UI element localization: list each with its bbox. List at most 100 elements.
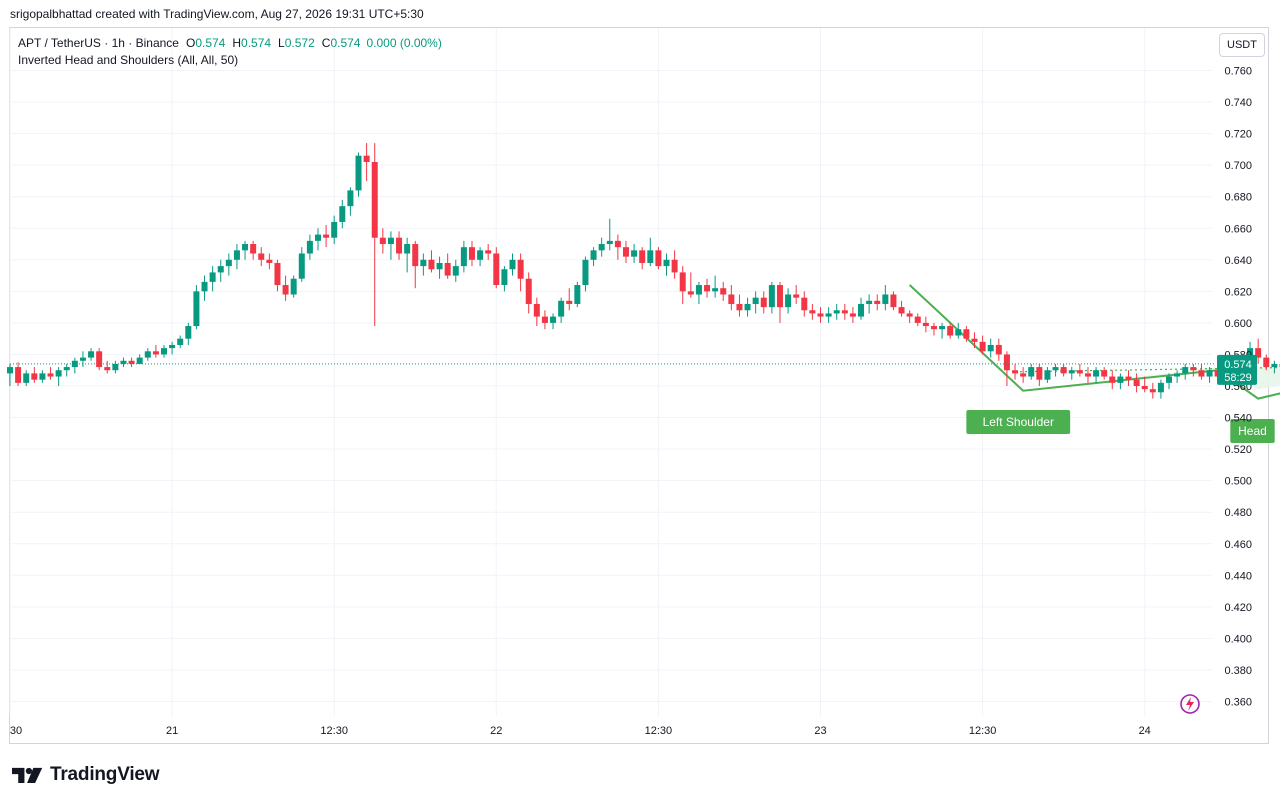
candle-body [266,259,273,263]
candle-down [525,272,532,314]
candle-body [477,250,484,260]
candle-body [1255,348,1262,358]
price-tick-label: 0.740 [1224,97,1252,109]
candle-down [849,307,856,323]
candle-up [39,370,46,383]
candle-up [1157,379,1164,399]
brand: TradingView [12,764,160,786]
currency-button[interactable]: USDT [1219,33,1265,57]
candle-body [1109,376,1116,383]
candle-body [752,297,759,304]
candle-up [193,285,200,330]
candle-body [136,357,143,364]
candle-body [1028,367,1035,377]
candle-body [1198,370,1205,377]
candle-down [15,362,22,386]
price-tick-label: 0.500 [1224,476,1252,488]
candle-down [728,285,735,311]
candle-body [501,269,508,286]
candle-body [290,278,297,295]
candle-up [404,237,411,273]
candle-body [371,161,378,238]
time-tick-label: 24 [1139,725,1151,737]
candle-body [736,303,743,311]
candle-body [785,294,792,308]
time-axis[interactable]: 302112:302212:302312:302412:302512:30261… [10,725,1280,737]
candle-body [955,329,962,336]
candle-down [266,253,273,270]
time-tick-label: 12:30 [320,725,348,737]
candle-down [1012,363,1019,380]
candle-down [541,310,548,330]
price-axis[interactable]: 0.760 0.740 0.720 0.700 0.680 0.660 0.640 0.620… [1224,66,1252,709]
candle-body [63,367,70,371]
candle-body [493,253,500,286]
candle-up [120,357,127,368]
price-badge-bg [1217,354,1257,385]
candle-body [404,244,411,254]
candle-up [71,357,78,374]
pattern-outline [908,284,1280,400]
candle-up [420,253,427,276]
candle-down [1255,338,1262,364]
candle-up [955,322,962,339]
candle-body [112,363,119,371]
time-tick-label: 22 [490,725,502,737]
candle-up [866,294,873,314]
candle-body [339,206,346,222]
candle-body [1076,370,1083,374]
candle-up [185,322,192,345]
candle-body [468,247,475,260]
candle-up [339,199,346,229]
candle-body [1125,376,1132,380]
candle-down [1076,363,1083,377]
candle-up [574,281,581,308]
high-value: 0.574 [241,36,272,50]
candle-body [104,367,111,371]
candle-body [825,313,832,317]
candle-down [639,247,646,270]
candle-body [387,237,394,245]
candle-up [833,303,840,320]
candle-down [412,240,419,289]
candle-up [598,237,605,257]
candle-up [663,253,670,276]
candle-up [501,266,508,292]
candle-down [1101,367,1108,380]
candle-body [144,351,151,358]
candle-body [225,259,232,267]
candle-body [1174,373,1181,377]
candle-down [687,272,694,298]
candle-up [460,240,467,273]
candle-down [517,253,524,292]
indicator-title[interactable]: Inverted Head and Shoulders (All, All, 5… [18,53,239,67]
candle-down [1003,351,1010,386]
candle-body [606,240,613,245]
candle-down [914,313,921,327]
symbol-title[interactable]: APT / TetherUS · 1h · Binance [18,36,179,50]
price-badge-value: 0.574 [1224,359,1252,371]
candle-body [39,373,46,380]
candle-up [209,266,216,292]
candle-body [177,338,184,345]
candle-down [371,143,378,327]
candle-up [858,297,865,320]
candle-body [15,367,22,383]
candle-up [217,259,224,282]
tradingview-logo-icon [12,767,43,783]
lightning-badge-icon[interactable] [1180,694,1200,714]
candle-up [233,244,240,270]
candle-body [363,155,370,162]
candle-down [906,310,913,323]
candle-body [258,253,265,260]
candle-up [177,335,184,349]
candle-body [1166,376,1173,383]
time-tick-label: 23 [814,725,826,737]
candle-up [112,360,119,374]
candle-up [785,288,792,314]
candle-up [631,244,638,263]
candle-down [47,367,54,380]
candle-body [922,322,929,327]
candle-up [387,231,394,260]
